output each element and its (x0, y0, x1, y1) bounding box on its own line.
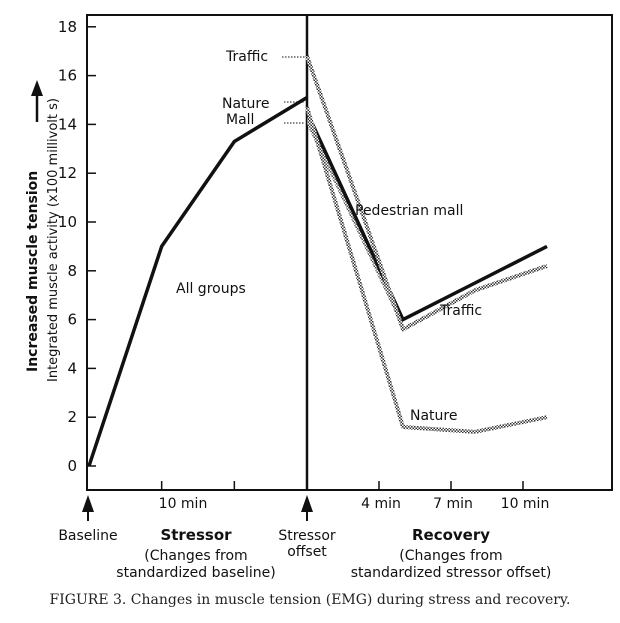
annotation-traffic-offset: Traffic (225, 49, 268, 65)
series-line-traffic (305, 55, 548, 332)
x-label-recovery-sub2: standardized stressor offset) (351, 565, 552, 581)
up-arrow-icon (31, 80, 43, 96)
y-label-main: Increased muscle tension (25, 171, 41, 372)
annotation-pedestrian-mall: Pedestrian mall (355, 203, 463, 219)
y-tick-label: 12 (58, 164, 77, 182)
x-label-stressor-sub2: standardized baseline) (116, 565, 275, 581)
y-tick-label: 10 (58, 213, 77, 231)
annotation-mall-offset: Mall (226, 112, 254, 128)
x-label-offset2: offset (287, 544, 327, 560)
y-tick-label: 14 (58, 115, 77, 133)
x-label-4min: 4 min (361, 496, 401, 512)
x-label-7min: 7 min (433, 496, 473, 512)
y-axis-label: Increased muscle tension Integrated musc… (25, 80, 61, 382)
y-axis: 0 2 4 6 8 10 12 14 16 18 (58, 18, 96, 475)
annotation-traffic-recovery: Traffic (439, 303, 482, 319)
offset-arrow-icon (301, 495, 313, 512)
annotation-nature-offset: Nature (222, 96, 269, 112)
x-axis-ticks (160, 481, 524, 490)
x-label-recovery: Recovery (412, 526, 490, 544)
y-tick-label: 0 (67, 457, 77, 475)
series-layer (87, 55, 548, 467)
annotation-all-groups: All groups (176, 281, 246, 297)
y-label-sub: Integrated muscle activity (x100 millivo… (46, 98, 61, 382)
x-label-10min: 10 min (159, 496, 208, 512)
x-label-recovery-sub1: (Changes from (399, 548, 502, 564)
annotation-nature-recovery: Nature (410, 408, 457, 424)
y-tick-label: 18 (58, 18, 77, 36)
plot-frame (86, 14, 613, 491)
baseline-arrow-icon (82, 495, 94, 512)
x-label-offset1: Stressor (278, 528, 336, 544)
y-tick-label: 6 (67, 311, 77, 329)
x-label-10min-recovery: 10 min (501, 496, 550, 512)
series-line-nature (305, 106, 548, 434)
figure-caption: FIGURE 3. Changes in muscle tension (EMG… (49, 592, 571, 608)
y-tick-label: 8 (67, 262, 77, 280)
y-tick-label: 4 (67, 359, 77, 377)
y-tick-label: 16 (58, 67, 77, 85)
x-label-baseline: Baseline (58, 528, 117, 544)
emg-chart: 0 2 4 6 8 10 12 14 16 18 Increased muscle tension… (25, 14, 613, 581)
y-tick-label: 2 (67, 408, 77, 426)
series-line-pedestrian-mall (305, 111, 548, 322)
series-line-all-groups (87, 96, 308, 467)
x-label-stressor: Stressor (160, 526, 232, 544)
x-label-stressor-sub1: (Changes from (144, 548, 247, 564)
